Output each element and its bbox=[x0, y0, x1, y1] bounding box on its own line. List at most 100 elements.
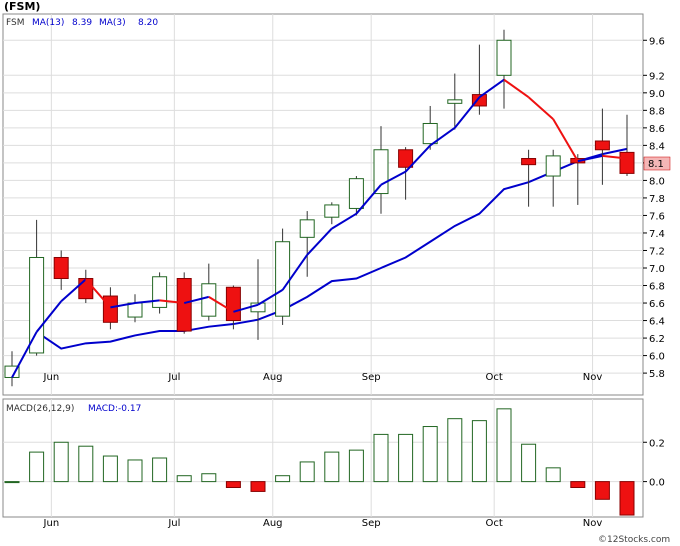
ma3-segment bbox=[85, 278, 112, 309]
macd-bar bbox=[201, 473, 217, 483]
macd-bar bbox=[127, 459, 143, 483]
price-tick-label: 9.6 bbox=[649, 36, 665, 47]
price-x-axis: Jun Jul Aug Sep Oct Nov bbox=[43, 372, 603, 383]
macd-bar bbox=[250, 481, 266, 492]
macd-y-axis: 0.2 0.0 bbox=[643, 438, 665, 489]
price-panel bbox=[2, 13, 644, 396]
ma3-segment bbox=[527, 96, 554, 120]
macd-bar bbox=[422, 426, 438, 483]
candle-body bbox=[299, 219, 315, 238]
price-tick-label: 6.4 bbox=[649, 317, 665, 328]
macd-bar bbox=[299, 461, 315, 483]
price-month-label: Jun bbox=[43, 372, 60, 383]
macd-bar bbox=[521, 443, 537, 483]
macd-panel bbox=[2, 398, 644, 518]
ma3-segment bbox=[134, 299, 160, 305]
last-price-label: 8.1 bbox=[648, 159, 664, 170]
candle-body bbox=[78, 278, 94, 300]
candle-body bbox=[594, 140, 610, 151]
macd-bar bbox=[53, 441, 69, 483]
candle-body bbox=[496, 39, 512, 76]
price-tick-label: 6.8 bbox=[649, 282, 665, 293]
macd-tick-label: 0.0 bbox=[649, 478, 665, 489]
price-month-label: Aug bbox=[263, 372, 283, 383]
candle-body bbox=[619, 151, 635, 174]
candle-body bbox=[348, 178, 364, 209]
macd-bar bbox=[594, 481, 610, 500]
legend-ma13-label: MA(13) bbox=[32, 18, 64, 28]
candle-body bbox=[545, 155, 561, 177]
macd-bar bbox=[324, 451, 340, 483]
price-month-label: Jul bbox=[167, 372, 180, 383]
macd-month-label: Sep bbox=[362, 518, 381, 529]
price-tick-label: 7.0 bbox=[649, 264, 665, 275]
candle-body bbox=[176, 278, 192, 332]
ma3-segment bbox=[552, 118, 579, 162]
macd-month-label: Nov bbox=[583, 518, 603, 529]
macd-bar bbox=[373, 433, 389, 483]
chart-title: (FSM) bbox=[4, 0, 40, 13]
candle-body bbox=[127, 302, 143, 318]
macd-bar bbox=[275, 475, 291, 483]
price-tick-label: 8.6 bbox=[649, 124, 665, 135]
macd-x-axis: Jun Jul Aug Sep Oct Nov bbox=[43, 518, 603, 529]
ma3-segment bbox=[355, 184, 382, 215]
ma3-segment bbox=[233, 303, 259, 313]
ma3-line bbox=[11, 78, 628, 378]
watermark: ©12Stocks.com bbox=[598, 535, 670, 545]
ma3-segment bbox=[281, 254, 309, 291]
price-tick-label: 5.8 bbox=[649, 369, 665, 380]
ma3-segment bbox=[257, 289, 284, 306]
candle-body bbox=[422, 122, 438, 145]
last-price-box bbox=[643, 156, 671, 171]
candle-body bbox=[447, 99, 463, 104]
candle-body bbox=[201, 283, 217, 317]
ma3-segment bbox=[110, 302, 136, 309]
legend-ma3-label: MA(3) bbox=[99, 18, 126, 28]
ma3-segment bbox=[478, 78, 505, 99]
price-tick-label: 6.6 bbox=[649, 299, 665, 310]
macd-month-label: Jun bbox=[43, 518, 60, 529]
macd-bar bbox=[496, 408, 512, 483]
candle-body bbox=[53, 256, 69, 280]
legend-ma3-value: 8.20 bbox=[138, 18, 158, 28]
ma3-segment bbox=[577, 154, 603, 163]
ma3-segment bbox=[208, 296, 234, 313]
legend-ma13-value: 8.39 bbox=[72, 18, 92, 28]
macd-bar bbox=[176, 475, 192, 483]
price-tick-label: 8.4 bbox=[649, 141, 665, 152]
macd-bar bbox=[225, 481, 241, 489]
ma3-segment bbox=[183, 295, 210, 305]
ma3-segment bbox=[60, 278, 87, 303]
candle-body bbox=[29, 256, 45, 354]
ma3-segment bbox=[11, 331, 38, 378]
ma3-segment bbox=[503, 78, 530, 99]
candle-body bbox=[225, 286, 241, 322]
price-tick-label: 7.4 bbox=[649, 229, 665, 240]
price-tick-label: 8.0 bbox=[649, 176, 665, 187]
macd-bar bbox=[29, 451, 45, 483]
price-grid bbox=[3, 14, 643, 395]
candle-body bbox=[521, 158, 537, 166]
macd-bar bbox=[78, 445, 94, 483]
legend-ticker: FSM bbox=[6, 18, 25, 28]
candle-body bbox=[275, 241, 291, 317]
price-y-axis: 5.86.06.26.46.66.87.07.27.47.67.88.08.28… bbox=[643, 36, 665, 380]
candle-body bbox=[373, 149, 389, 195]
macd-bar bbox=[398, 433, 414, 483]
candle-body bbox=[471, 94, 487, 107]
macd-month-label: Oct bbox=[486, 518, 503, 529]
price-tick-label: 7.6 bbox=[649, 211, 665, 222]
macd-legend-label: MACD(26,12,9) bbox=[6, 404, 74, 414]
ma3-segment bbox=[35, 300, 62, 333]
macd-bar bbox=[545, 467, 561, 483]
ma3-segment bbox=[380, 170, 407, 186]
candle-body bbox=[398, 149, 414, 168]
ma3-segment bbox=[404, 144, 431, 173]
macd-bar bbox=[570, 481, 586, 489]
ma3-segment bbox=[454, 96, 481, 129]
macd-month-label: Jul bbox=[167, 518, 180, 529]
price-tick-label: 7.8 bbox=[649, 194, 665, 205]
macd-legend-value: MACD:-0.17 bbox=[88, 404, 141, 414]
